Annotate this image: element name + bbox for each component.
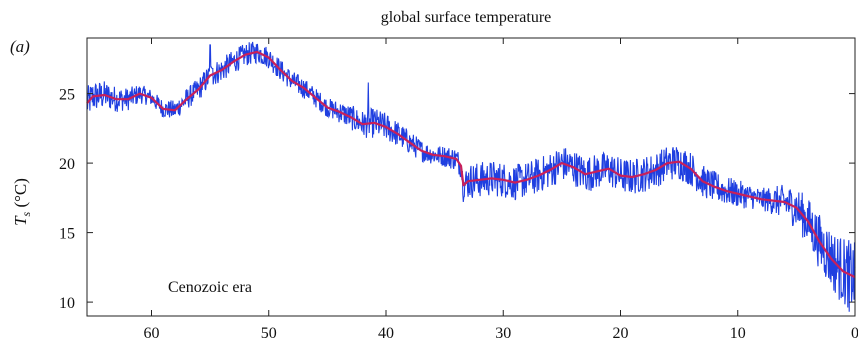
- x-tick-label: 0: [851, 325, 858, 342]
- raw-temperature-series: [86, 41, 856, 312]
- y-tick-label: 20: [59, 156, 75, 173]
- chart-title: global surface temperature: [381, 9, 552, 26]
- x-tick-label: 50: [261, 325, 277, 342]
- y-tick-label: 15: [59, 226, 75, 243]
- x-tick-label: 40: [378, 325, 394, 342]
- plot-frame: [86, 37, 856, 317]
- axes: 60 50 40 30 20 10 0 10 15 20 25: [59, 38, 858, 342]
- x-tick-label: 30: [495, 325, 511, 342]
- plot-area: [86, 41, 856, 312]
- era-annotation: Cenozoic era: [168, 279, 252, 296]
- y-tick-label: 25: [59, 87, 75, 104]
- x-tick-label: 10: [730, 325, 746, 342]
- svg-text:Ts (°C): Ts (°C): [11, 178, 33, 226]
- y-axis-unit: (°C): [11, 178, 30, 212]
- panel-label: (a): [10, 37, 30, 56]
- smoothed-temperature-series: [86, 50, 856, 279]
- x-tick-label: 20: [612, 325, 628, 342]
- y-axis-label: Ts (°C): [11, 178, 33, 226]
- y-tick-label: 10: [59, 295, 75, 312]
- y-axis-symbol: T: [11, 215, 30, 226]
- x-tick-label: 60: [143, 325, 159, 342]
- y-axis-subscript: s: [19, 211, 33, 216]
